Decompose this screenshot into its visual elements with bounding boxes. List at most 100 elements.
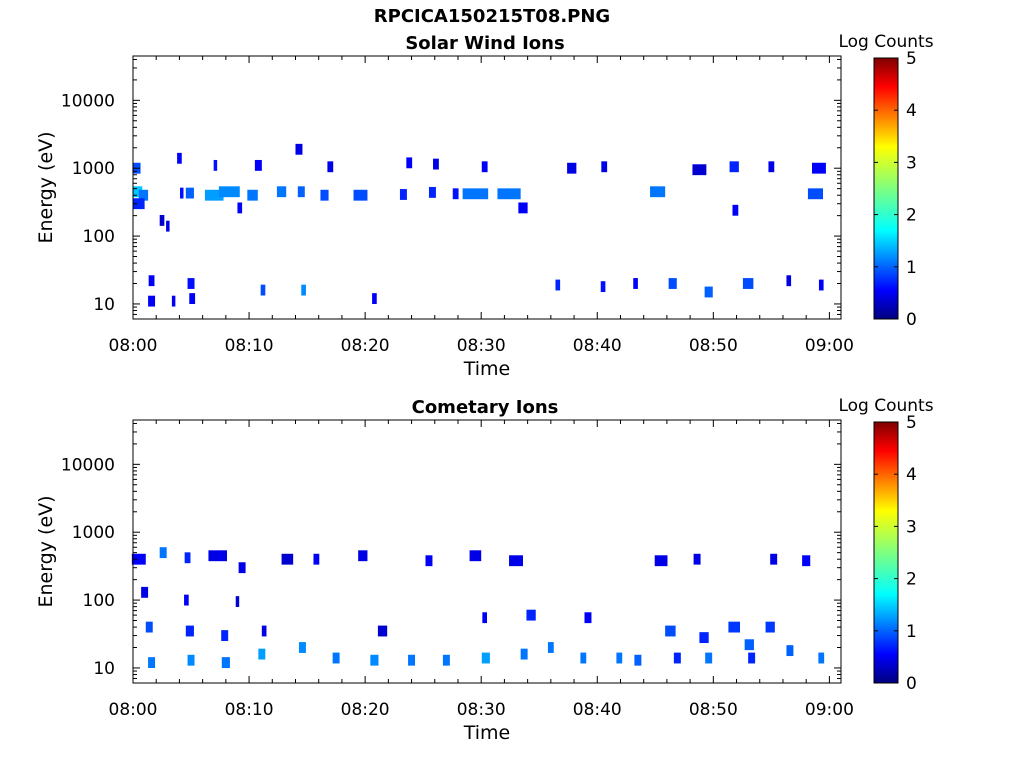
heatmap-cell	[481, 161, 488, 173]
colorbar	[873, 57, 899, 320]
heatmap-cell	[744, 639, 754, 651]
colorbar-tick-label: 5	[906, 413, 917, 433]
heatmap-cell	[148, 295, 156, 307]
heatmap-cell	[138, 189, 149, 201]
heatmap-cell	[148, 275, 155, 287]
colorbar-tick-label: 3	[906, 517, 917, 537]
heatmap-cell	[281, 553, 294, 565]
heatmap-cell	[768, 161, 775, 173]
heatmap-cell	[600, 281, 606, 293]
colorbar-tick-label: 4	[906, 101, 917, 121]
heatmap-cell	[729, 161, 739, 173]
heatmap-cell	[184, 594, 189, 606]
colorbar-tick-label: 5	[906, 49, 917, 69]
heatmap-cell	[260, 284, 266, 296]
heatmap-cell	[377, 625, 388, 637]
y-tick-label: 10	[93, 295, 115, 315]
heatmap-cells	[132, 143, 826, 307]
heatmap-cell	[145, 621, 153, 633]
x-tick-label: 08:30	[457, 700, 506, 720]
heatmap-cell	[184, 552, 191, 564]
y-axis-label: Energy (eV)	[35, 131, 57, 243]
heatmap-cell	[481, 652, 490, 664]
heatmap-cell	[673, 652, 681, 664]
heatmap-cell	[171, 295, 176, 307]
heatmap-cell	[254, 159, 262, 171]
heatmap-cell	[261, 625, 267, 637]
heatmap-cell	[728, 621, 741, 633]
heatmap-cell	[372, 293, 377, 304]
heatmap-cell	[221, 657, 230, 668]
heatmap-cell	[358, 550, 368, 562]
heatmap-cell	[213, 159, 218, 171]
panel-title: Cometary Ions	[412, 397, 559, 418]
heatmap-cell	[204, 189, 224, 201]
heatmap-cell	[237, 202, 243, 214]
heatmap-cell	[567, 162, 577, 174]
x-tick-label: 08:30	[457, 336, 506, 356]
heatmap-cell	[297, 186, 305, 198]
heatmap-cell	[770, 553, 778, 565]
heatmap-cell	[370, 654, 379, 666]
heatmap-cell	[469, 550, 482, 562]
heatmap-cell	[399, 189, 407, 200]
heatmap-cell	[313, 553, 320, 565]
colorbar-label: Log Counts	[838, 32, 933, 52]
heatmap-cell	[133, 198, 145, 210]
x-tick-label: 09:00	[805, 336, 854, 356]
heatmap-cell	[765, 621, 775, 633]
heatmap-cell	[327, 161, 334, 173]
y-tick-label: 1000	[72, 523, 115, 543]
colorbar-tick-label: 3	[906, 153, 917, 173]
heatmap-cell	[189, 293, 196, 304]
heatmap-cell	[141, 586, 149, 598]
heatmap-cell	[159, 215, 165, 226]
heatmap-cell	[818, 652, 825, 664]
heatmap-cell	[185, 187, 194, 199]
heatmap-cell	[131, 553, 146, 565]
heatmap-cell	[187, 654, 195, 666]
heatmap-cell	[811, 162, 826, 174]
heatmap-cell	[180, 187, 184, 199]
heatmap-cell	[298, 642, 306, 653]
heatmap-cell	[654, 555, 668, 567]
heatmap-cell	[462, 188, 489, 200]
x-tick-label: 08:40	[573, 700, 622, 720]
x-tick-label: 08:00	[109, 336, 158, 356]
colorbar-tick-label: 2	[906, 206, 917, 226]
heatmap-cell	[616, 652, 623, 664]
x-tick-label: 08:20	[341, 336, 390, 356]
colorbar-tick-label: 4	[906, 465, 917, 485]
heatmap-cell	[509, 555, 523, 567]
heatmap-cell	[425, 555, 433, 567]
heatmap-cell	[786, 275, 792, 287]
heatmap-cell	[547, 642, 554, 653]
x-tick-label: 08:20	[341, 700, 390, 720]
y-tick-label: 10000	[61, 91, 115, 111]
heatmap-cell	[520, 648, 528, 660]
heatmap-cell	[218, 186, 240, 198]
heatmap-cell	[584, 612, 592, 624]
figure-title: RPCICA150215T08.PNG	[373, 6, 611, 27]
heatmap-cell	[802, 555, 811, 567]
heatmap-cell	[428, 186, 436, 198]
y-tick-label: 10000	[61, 455, 115, 475]
x-tick-label: 08:50	[689, 700, 738, 720]
x-tick-label: 08:40	[573, 336, 622, 356]
y-tick-label: 100	[83, 591, 115, 611]
heatmap-cell	[818, 279, 824, 291]
heatmap-cell	[332, 652, 340, 664]
heatmap-cell	[650, 186, 666, 198]
heatmap-cell	[295, 143, 303, 155]
x-tick-label: 09:00	[805, 700, 854, 720]
heatmap-cell	[353, 189, 368, 201]
x-tick-label: 08:10	[225, 336, 274, 356]
heatmap-cell	[555, 279, 561, 291]
heatmap-cell	[580, 652, 587, 664]
heatmap-cell	[238, 562, 246, 574]
panel-title: Solar Wind Ions	[405, 33, 564, 54]
heatmap-cell	[633, 278, 638, 289]
colorbar-tick-label: 1	[906, 258, 917, 278]
